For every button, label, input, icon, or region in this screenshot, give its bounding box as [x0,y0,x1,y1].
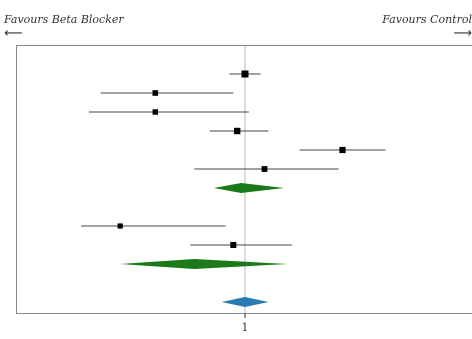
study-point [117,223,123,229]
header-favours-beta-blocker: Favours Beta Blocker [3,13,124,26]
right-arrow-icon: ⟶ [453,26,472,41]
study-point [230,242,237,248]
study-point [339,146,346,154]
study-point [152,109,158,115]
study-point [241,70,249,78]
study-point [152,90,159,96]
x-tick-label: 1 [242,321,249,334]
header-favours-control: Favours Control [381,13,472,26]
plot-content [81,46,386,313]
summary-diamond [221,297,269,307]
plot-frame [16,45,472,314]
left-arrow-icon: ⟵ [4,26,23,41]
summary-diamond [120,259,288,269]
study-point [234,127,241,135]
summary-diamond [213,183,284,193]
study-point [261,166,268,172]
